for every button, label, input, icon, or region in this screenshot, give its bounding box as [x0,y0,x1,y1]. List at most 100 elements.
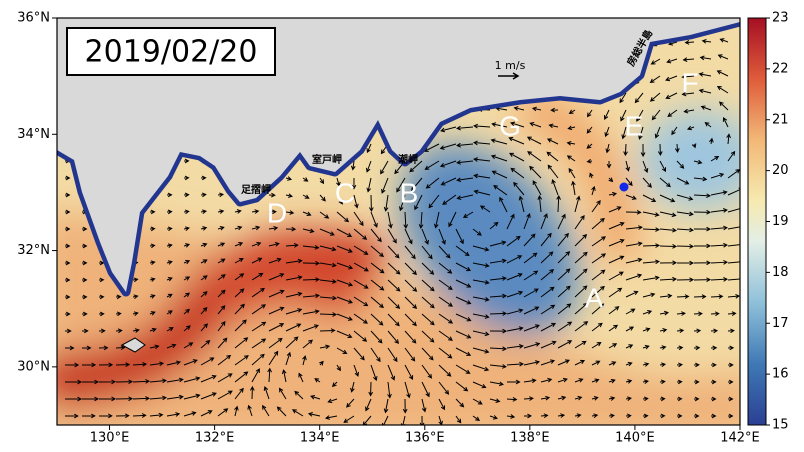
current-arrow [370,313,384,326]
current-arrow [81,294,88,300]
current-arrow [586,126,593,134]
place-name: 室戸岬 [312,153,342,166]
current-arrow [268,225,279,231]
current-arrow [387,262,401,275]
land [57,18,740,297]
current-arrow [183,342,194,349]
current-arrow [455,296,472,305]
current-arrow [263,385,270,400]
current-arrow [132,379,151,384]
current-arrow [493,185,508,196]
current-arrow [234,405,239,417]
current-arrow [366,177,372,193]
current-arrow [540,213,548,230]
current-arrow [370,211,378,228]
current-arrow [704,121,712,128]
current-arrow [642,194,657,202]
region-label: F [681,67,698,98]
current-arrow [455,347,472,356]
current-arrow [659,310,669,316]
current-arrow [608,221,625,230]
current-arrow [710,396,717,402]
current-arrow [353,296,369,307]
current-arrow [217,192,225,198]
current-arrow [366,143,372,154]
current-arrow [591,200,601,213]
current-arrow [438,330,453,341]
current-arrow [473,189,491,196]
current-arrow [387,296,401,309]
current-arrow [302,293,320,299]
current-arrow [234,387,244,400]
current-arrow [676,260,695,266]
colorbar-tick-label: 19 [772,214,789,229]
current-arrow [302,324,319,332]
current-arrow [115,311,122,317]
current-arrow [727,345,735,351]
current-arrow [710,190,728,196]
current-arrow [608,413,615,419]
current-arrow [302,339,313,349]
y-tick-label: 34°N [17,127,50,142]
current-arrow [183,175,190,181]
current-arrow [456,142,474,148]
current-arrow [81,311,88,317]
current-arrow [506,344,524,349]
current-arrow [523,306,540,315]
current-arrow [499,196,508,213]
current-arrow [307,412,321,417]
current-arrow [586,143,593,149]
current-arrow [719,38,729,43]
current-arrow [251,353,265,366]
current-arrow [591,322,603,332]
current-arrow [442,194,457,205]
current-arrow [642,413,649,419]
current-arrow [625,241,643,247]
current-arrow [727,206,740,213]
current-arrow [506,273,523,281]
current-arrow [625,290,639,298]
current-arrow [64,345,75,351]
current-arrow [727,293,740,299]
current-arrow [353,364,360,377]
current-arrow [421,296,435,309]
current-arrow [642,177,652,188]
current-arrow [336,211,350,223]
current-arrow [642,160,649,174]
current-arrow [546,138,559,145]
current-arrow [523,324,540,332]
current-arrow [472,228,482,236]
current-arrow [681,91,695,97]
current-arrow [574,302,588,315]
current-arrow [336,262,354,270]
current-arrow [557,321,573,332]
current-arrow [489,311,508,316]
current-arrow [727,278,740,281]
current-arrow [540,232,552,247]
current-arrow [605,143,611,154]
current-arrow [98,328,106,334]
current-arrow [200,242,208,248]
current-arrow [81,345,92,351]
current-arrow [693,277,712,283]
current-arrow [251,257,263,264]
current-arrow [217,305,226,315]
current-arrow [268,242,280,247]
current-arrow [659,293,673,299]
current-arrow [523,252,538,264]
current-arrow [353,279,369,289]
current-arrow [81,277,88,283]
current-arrow [314,378,321,383]
current-arrow [149,243,156,249]
current-arrow [370,364,378,382]
current-arrow [166,327,174,332]
current-arrow [540,377,553,383]
current-arrow [279,387,287,400]
current-arrow [438,398,446,411]
current-arrow [523,396,534,401]
current-arrow [98,345,109,351]
current-arrow [183,325,191,332]
current-arrow [506,379,521,385]
current-arrow [700,105,712,111]
